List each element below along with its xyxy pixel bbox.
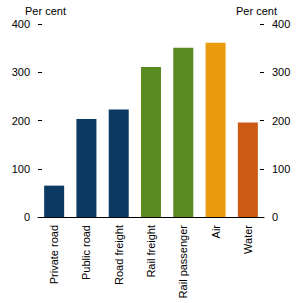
svg-text:300: 300 xyxy=(12,66,30,78)
svg-text:Public road: Public road xyxy=(80,225,92,280)
svg-text:100: 100 xyxy=(12,163,30,175)
svg-text:Rail passenger: Rail passenger xyxy=(177,225,189,299)
svg-text:Private road: Private road xyxy=(48,225,60,284)
svg-text:200: 200 xyxy=(12,115,30,127)
svg-text:300: 300 xyxy=(272,66,290,78)
svg-text:200: 200 xyxy=(272,115,290,127)
svg-text:Air: Air xyxy=(210,225,222,239)
svg-text:0: 0 xyxy=(272,211,278,223)
svg-text:100: 100 xyxy=(272,163,290,175)
svg-text:Rail freight: Rail freight xyxy=(145,225,157,278)
svg-text:400: 400 xyxy=(272,18,290,30)
svg-text:Road freight: Road freight xyxy=(113,225,125,285)
svg-text:Water: Water xyxy=(242,225,254,254)
svg-text:Per cent: Per cent xyxy=(236,5,277,17)
svg-text:Per cent: Per cent xyxy=(25,5,66,17)
svg-text:0: 0 xyxy=(24,211,30,223)
svg-text:400: 400 xyxy=(12,18,30,30)
